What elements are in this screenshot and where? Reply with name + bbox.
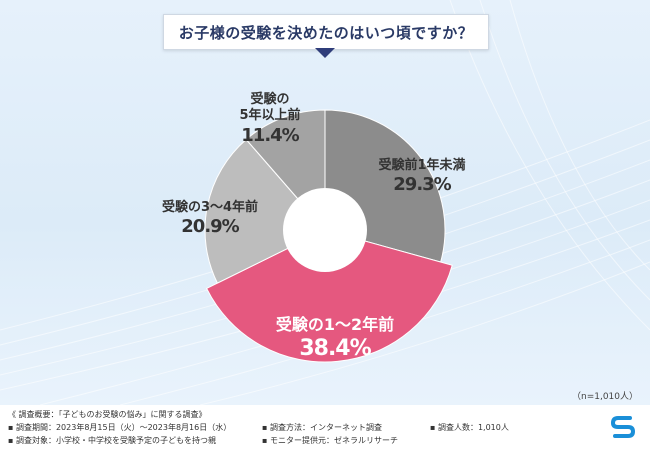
slice-label-5-years-plus: 受験の 5年以上前 11.4% [220, 92, 320, 147]
footer-count: ▪ 調査人数：1,010人 [430, 423, 509, 432]
slice-name: 受験前1年未満 [378, 158, 466, 173]
slice-value: 38.4% [299, 336, 371, 361]
title-arrow-icon [315, 48, 335, 58]
slice-label-less-than-1-year: 受験前1年未満 29.3% [352, 158, 492, 197]
sample-size-note: （n=1,010人） [571, 392, 638, 402]
footer-target: ▪ 調査対象：小学校・中学校を受験予定の子どもを持つ親 [8, 436, 216, 445]
footer-method: ▪ 調査方法：インターネット調査 [262, 423, 382, 432]
footer-provider: ▪ モニター提供元：ゼネラルリサーチ [262, 436, 398, 445]
slice-value: 11.4% [241, 124, 299, 146]
slice-name: 受験の3〜4年前 [161, 200, 259, 215]
slice-3-4-years [204, 138, 326, 284]
donut-chart [204, 109, 453, 363]
chart-title-text: お子様の受験を決めたのはいつ頃ですか？ [178, 23, 474, 42]
donut-hole [283, 188, 367, 272]
slice-value: 29.3% [393, 174, 451, 196]
slice-value: 20.9% [181, 216, 239, 238]
slice-label-1-2-years: 受験の1〜2年前 38.4% [255, 315, 415, 363]
footer-period: ▪ 調査期間：2023年8月15日（火）〜2023年8月16日（水） [8, 423, 232, 432]
slice-label-3-4-years: 受験の3〜4年前 20.9% [140, 200, 280, 239]
slice-name-line2: 5年以上前 [239, 108, 301, 124]
survey-footer: 《 調査概要：「子どものお受験の悩み」に関する調査》 ▪ 調査期間：2023年8… [0, 405, 650, 450]
logo-s-icon [608, 411, 638, 441]
chart-title: お子様の受験を決めたのはいつ頃ですか？ [163, 14, 489, 50]
footer-outline: 《 調査概要：「子どものお受験の悩み」に関する調査》 [8, 410, 207, 419]
slice-name: 受験の1〜2年前 [275, 315, 395, 334]
slice-1-2-years [205, 229, 453, 363]
slice-name-line1: 受験の [250, 92, 290, 107]
